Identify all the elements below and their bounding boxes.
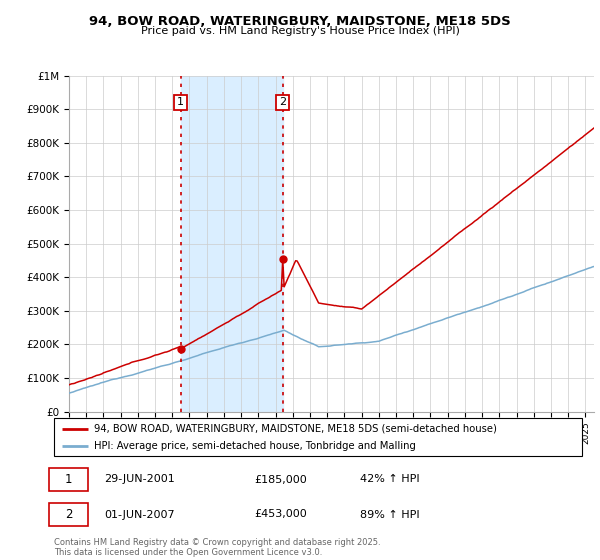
FancyBboxPatch shape — [49, 503, 88, 526]
Text: 1: 1 — [177, 97, 184, 108]
Text: 42% ↑ HPI: 42% ↑ HPI — [360, 474, 420, 484]
Text: 2: 2 — [279, 97, 286, 108]
Text: 2: 2 — [65, 508, 72, 521]
Text: 89% ↑ HPI: 89% ↑ HPI — [360, 510, 420, 520]
Text: 94, BOW ROAD, WATERINGBURY, MAIDSTONE, ME18 5DS: 94, BOW ROAD, WATERINGBURY, MAIDSTONE, M… — [89, 15, 511, 28]
Text: 94, BOW ROAD, WATERINGBURY, MAIDSTONE, ME18 5DS (semi-detached house): 94, BOW ROAD, WATERINGBURY, MAIDSTONE, M… — [94, 423, 496, 433]
Text: HPI: Average price, semi-detached house, Tonbridge and Malling: HPI: Average price, semi-detached house,… — [94, 441, 415, 451]
Text: £453,000: £453,000 — [254, 510, 307, 520]
FancyBboxPatch shape — [54, 418, 582, 456]
Text: Contains HM Land Registry data © Crown copyright and database right 2025.
This d: Contains HM Land Registry data © Crown c… — [54, 538, 380, 557]
FancyBboxPatch shape — [49, 468, 88, 491]
Text: £185,000: £185,000 — [254, 474, 307, 484]
Bar — [181, 76, 283, 412]
Text: 01-JUN-2007: 01-JUN-2007 — [104, 510, 175, 520]
Text: 29-JUN-2001: 29-JUN-2001 — [104, 474, 175, 484]
Text: 1: 1 — [65, 473, 72, 486]
Text: Price paid vs. HM Land Registry's House Price Index (HPI): Price paid vs. HM Land Registry's House … — [140, 26, 460, 36]
